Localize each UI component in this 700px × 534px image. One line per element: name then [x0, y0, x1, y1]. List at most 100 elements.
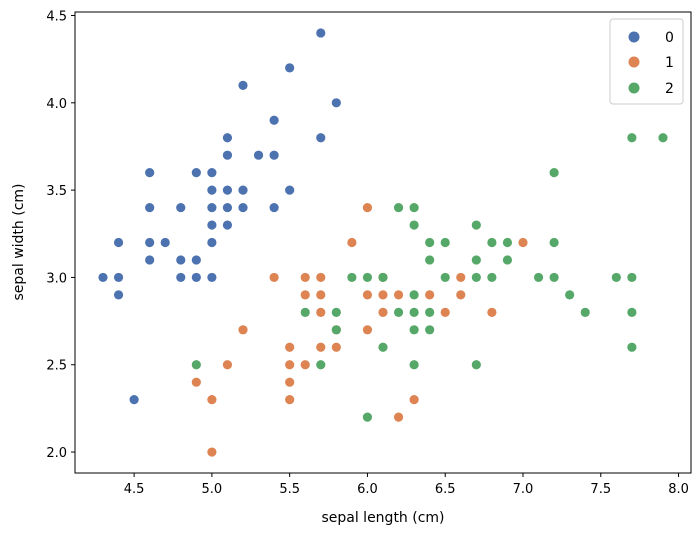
data-point-series-2: [409, 307, 419, 317]
data-point-series-2: [425, 307, 435, 317]
data-point-series-2: [658, 133, 668, 143]
data-point-series-0: [269, 115, 279, 125]
data-point-series-1: [207, 447, 217, 457]
data-point-series-2: [409, 202, 419, 213]
y-axis-label: sepal width (cm): [11, 183, 27, 300]
data-point-series-2: [533, 272, 544, 283]
x-tick-label: 5.5: [279, 482, 300, 497]
data-point-series-1: [362, 290, 373, 300]
y-tick-label: 2.5: [46, 359, 67, 374]
legend-label-2: 2: [665, 81, 674, 97]
data-point-series-2: [549, 168, 559, 178]
data-point-series-2: [331, 307, 341, 317]
data-point-series-2: [393, 307, 404, 317]
data-point-series-2: [362, 412, 373, 422]
data-point-series-0: [145, 237, 155, 248]
data-point-series-0: [113, 290, 124, 300]
y-tick-label: 3.5: [46, 184, 67, 199]
data-point-series-1: [409, 395, 419, 405]
data-point-series-2: [627, 272, 637, 283]
data-point-series-0: [269, 202, 279, 213]
data-point-series-1: [362, 202, 373, 213]
data-point-series-2: [627, 342, 637, 352]
data-point-series-2: [425, 325, 435, 335]
data-point-series-0: [316, 133, 326, 143]
y-tick-label: 3.0: [46, 271, 67, 286]
data-point-series-2: [611, 272, 621, 283]
data-point-series-0: [207, 237, 217, 248]
data-point-series-1: [331, 342, 341, 352]
x-tick-label: 6.0: [357, 482, 378, 497]
data-point-series-1: [316, 290, 326, 300]
data-point-series-2: [471, 220, 481, 230]
legend-label-0: 0: [665, 30, 674, 46]
data-point-series-0: [191, 255, 201, 265]
data-point-series-0: [145, 202, 155, 213]
data-point-series-2: [425, 237, 435, 248]
data-point-series-0: [222, 202, 233, 213]
data-point-series-2: [502, 237, 513, 248]
data-point-series-1: [362, 325, 373, 335]
data-point-series-1: [300, 272, 310, 283]
x-axis-ticks: 4.5 5.0 5.5 6.0 6.5 7.0 7.5 8.0: [124, 473, 689, 497]
data-point-series-0: [269, 150, 279, 160]
data-point-series-2: [580, 307, 590, 317]
data-point-series-2: [471, 272, 481, 283]
data-point-series-2: [440, 237, 450, 248]
data-point-series-0: [176, 255, 186, 265]
legend-marker-1: [628, 56, 640, 68]
data-point-series-1: [222, 360, 233, 370]
data-point-series-0: [316, 28, 326, 38]
y-tick-label: 4.0: [46, 97, 67, 112]
data-point-series-1: [238, 325, 248, 335]
data-point-series-0: [160, 237, 170, 248]
data-point-series-1: [316, 342, 326, 352]
data-point-series-2: [627, 133, 637, 143]
y-axis-ticks: 2.0 2.5 3.0 3.5 4.0 4.5: [46, 9, 75, 461]
data-point-series-1: [393, 412, 404, 422]
data-point-series-0: [222, 133, 233, 143]
data-point-series-0: [285, 63, 295, 73]
data-point-series-2: [549, 272, 559, 283]
y-tick-label: 4.5: [46, 9, 67, 24]
data-point-series-2: [425, 255, 435, 265]
data-point-series-1: [269, 272, 279, 283]
data-point-series-0: [222, 220, 233, 230]
data-point-series-2: [409, 220, 419, 230]
data-point-series-0: [129, 395, 139, 405]
data-point-series-2: [440, 272, 450, 283]
data-point-series-0: [222, 150, 233, 160]
x-tick-label: 7.0: [513, 482, 534, 497]
data-point-series-1: [285, 395, 295, 405]
data-point-series-0: [207, 168, 217, 178]
data-point-series-2: [549, 237, 559, 248]
data-point-series-0: [222, 185, 233, 195]
data-point-series-0: [207, 272, 217, 283]
data-point-series-0: [238, 202, 248, 213]
data-point-series-1: [300, 290, 310, 300]
data-point-series-1: [378, 290, 388, 300]
data-point-series-2: [191, 360, 201, 370]
x-tick-label: 6.5: [435, 482, 456, 497]
data-point-series-0: [145, 255, 155, 265]
data-point-series-1: [316, 272, 326, 283]
data-point-series-2: [409, 360, 419, 370]
x-tick-label: 8.0: [668, 482, 689, 497]
data-point-series-2: [362, 272, 373, 283]
data-point-series-1: [207, 395, 217, 405]
data-point-series-1: [518, 237, 528, 248]
data-point-series-2: [378, 342, 388, 352]
data-point-series-1: [285, 342, 295, 352]
data-point-series-2: [487, 272, 497, 283]
data-point-series-0: [191, 272, 201, 283]
data-point-series-0: [285, 185, 295, 195]
legend-box: [609, 18, 684, 105]
data-point-series-2: [409, 325, 419, 335]
legend-label-1: 1: [665, 55, 674, 71]
data-point-series-1: [285, 377, 295, 387]
data-point-series-2: [471, 360, 481, 370]
data-point-series-2: [471, 255, 481, 265]
points-layer: [98, 28, 668, 457]
data-point-series-2: [409, 290, 419, 300]
